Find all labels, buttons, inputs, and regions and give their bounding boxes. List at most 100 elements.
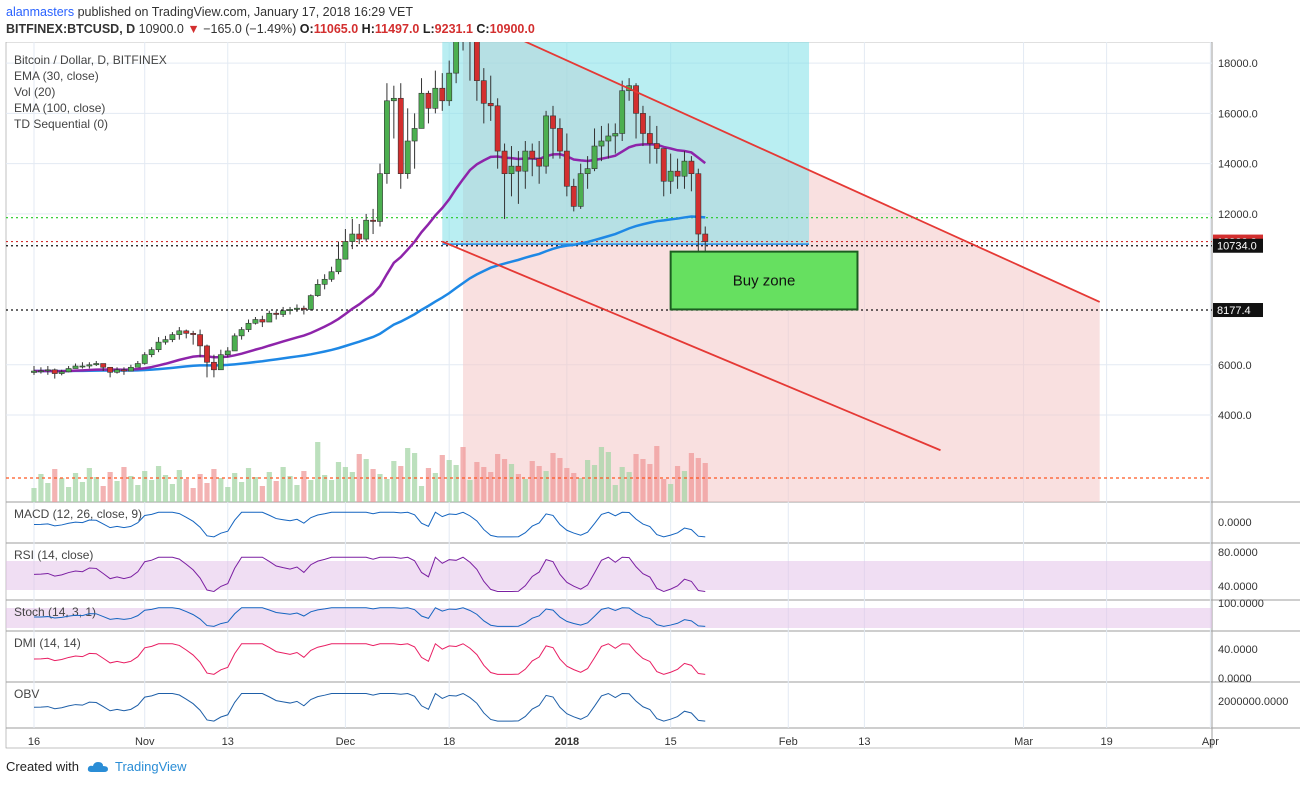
stoch-band <box>6 608 1212 628</box>
x-tick-label: Apr <box>1202 736 1219 748</box>
candle-body <box>31 370 37 373</box>
candle-body <box>543 115 549 167</box>
volume-bar <box>142 471 148 502</box>
candle-body <box>245 322 252 330</box>
volume-bar <box>239 482 245 502</box>
volume-bar <box>564 468 570 502</box>
chart-header: alanmasters published on TradingView.com… <box>6 4 1006 38</box>
volume-bar <box>460 447 466 502</box>
volume-bar <box>363 459 369 502</box>
open-value: 11065.0 <box>313 22 359 36</box>
candle-body <box>425 92 432 109</box>
volume-bar <box>315 442 321 502</box>
candle-body <box>563 150 570 187</box>
candle-body <box>653 143 660 149</box>
candle-body <box>183 330 190 334</box>
candle-body <box>397 97 404 174</box>
candle-body <box>287 309 293 312</box>
legend-item: Bitcoin / Dollar, D, BITFINEX <box>14 53 167 67</box>
volume-bar <box>619 467 625 502</box>
candle-body <box>72 365 79 369</box>
volume-bar <box>259 486 265 502</box>
volume-bar <box>702 463 708 502</box>
price-tick-label: 14000.0 <box>1218 159 1258 171</box>
volume-bar <box>591 465 598 502</box>
tradingview-brand-label: TradingView <box>114 759 187 774</box>
last-price: 10900.0 <box>138 22 184 36</box>
volume-bar <box>155 466 162 502</box>
candle-body <box>190 333 197 335</box>
candle-body <box>58 371 65 374</box>
candle-body <box>266 312 273 323</box>
volume-bar <box>232 473 238 502</box>
candle-body <box>681 160 688 177</box>
stoch-line <box>33 607 706 627</box>
candle-body <box>370 219 376 222</box>
volume-bar <box>245 468 252 502</box>
candle-body <box>335 258 342 273</box>
candle-body <box>148 349 155 356</box>
volume-bar <box>522 479 528 502</box>
candle-body <box>79 365 86 368</box>
rsi-band <box>6 561 1212 590</box>
volume-bar <box>578 478 584 502</box>
volume-bar <box>467 480 473 502</box>
volume-bar <box>301 471 307 502</box>
candle-body <box>633 85 639 114</box>
volume-bar <box>211 469 217 502</box>
candle-body <box>688 160 695 174</box>
volume-bar <box>190 488 196 502</box>
volume-bar <box>425 468 432 502</box>
candle-body <box>197 334 203 347</box>
candle-body <box>224 350 231 356</box>
volume-bar <box>356 454 362 502</box>
candle-body <box>570 185 577 207</box>
price-chart[interactable]: Buy zone Bitcoin / Dollar, D, BITFINEX EMA… <box>0 42 1300 756</box>
volume-bar <box>287 476 293 502</box>
x-tick-label: Nov <box>135 736 155 748</box>
obv-label: OBV <box>14 687 39 701</box>
volume-bar <box>252 477 259 502</box>
volume-bar <box>86 468 92 502</box>
candle-body <box>356 233 363 240</box>
candle-body <box>418 92 425 129</box>
candle-body <box>294 307 300 310</box>
volume-bar <box>640 459 646 502</box>
volume-bar <box>474 462 480 502</box>
price-change: −165.0 (−1.49%) <box>203 22 297 36</box>
volume-bar <box>384 479 390 502</box>
macd-line <box>33 511 706 538</box>
channel-lower-line <box>441 240 941 452</box>
volume-bar <box>100 486 106 502</box>
author-link[interactable]: alanmasters <box>6 5 75 19</box>
volume-bar <box>183 479 189 502</box>
volume-bar <box>280 467 286 502</box>
rsi-tick-label: 40.0000 <box>1218 581 1258 593</box>
candle-body <box>307 295 314 310</box>
candle-body <box>38 370 44 373</box>
candle-body <box>107 366 114 373</box>
volume-bar <box>529 461 535 502</box>
candle-body <box>384 100 390 174</box>
volume-bar <box>377 474 383 502</box>
candle-body <box>508 165 515 174</box>
tradingview-cloud-icon <box>87 761 108 772</box>
candle-body <box>480 80 487 104</box>
volume-bar <box>501 459 508 502</box>
stoch-tick-label: 100.0000 <box>1218 598 1264 610</box>
candle-body <box>404 140 411 174</box>
candle-body <box>584 168 591 174</box>
tradingview-brand-link[interactable]: TradingView <box>87 759 187 774</box>
buy-zone-label: Buy zone <box>733 273 796 290</box>
volume-bar <box>204 483 210 502</box>
x-tick-label: 2018 <box>555 736 579 748</box>
price-tick-label: 18000.0 <box>1218 58 1258 70</box>
candle-body <box>127 366 134 372</box>
dmi-tick-label: 40.0000 <box>1218 644 1258 656</box>
ema-100-line <box>33 215 706 373</box>
candle-body <box>204 345 210 363</box>
candle-body <box>702 233 709 242</box>
candle-body <box>121 369 127 372</box>
volume-bar <box>72 473 79 502</box>
candle-body <box>591 145 598 169</box>
